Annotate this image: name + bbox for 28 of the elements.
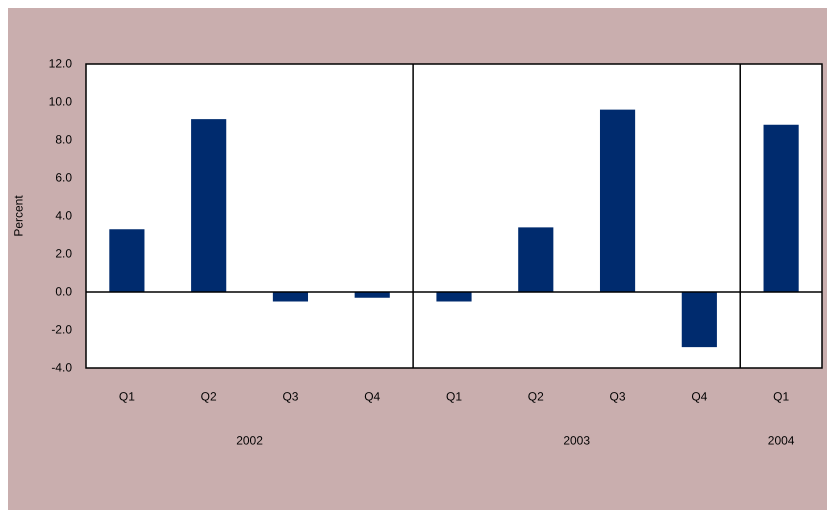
y-tick-label: 0.0 xyxy=(55,284,72,298)
x-tick-label: Q2 xyxy=(528,390,544,404)
y-tick-label: 2.0 xyxy=(55,246,72,260)
bar xyxy=(518,227,554,292)
y-tick-label: 10.0 xyxy=(48,94,72,108)
y-tick-label: 4.0 xyxy=(55,208,72,222)
bar xyxy=(109,229,144,292)
x-tick-label: Q1 xyxy=(446,390,462,404)
bar xyxy=(600,110,636,292)
bar xyxy=(764,124,799,292)
text: 2002 xyxy=(236,433,264,448)
y-tick-label: -4.0 xyxy=(51,360,72,374)
text: 2004 xyxy=(768,433,795,448)
bar xyxy=(682,292,717,348)
y-tick-label: 8.0 xyxy=(55,132,72,146)
y-tick-label: 12.0 xyxy=(48,56,72,70)
x-tick-label: Q4 xyxy=(691,390,708,404)
y-tick-label: 6.0 xyxy=(55,170,72,184)
x-tick-label: Q4 xyxy=(364,390,381,404)
text: 2003 xyxy=(563,433,590,448)
y-tick-label: -2.0 xyxy=(51,322,72,336)
y-axis-title: Percent xyxy=(12,194,26,237)
bar xyxy=(191,119,226,292)
x-tick-label: Q1 xyxy=(773,390,790,404)
x-tick-label: Q1 xyxy=(118,390,136,404)
x-tick-label: Q3 xyxy=(610,390,626,404)
x-tick-label: Q3 xyxy=(282,390,299,404)
x-tick-label: Q2 xyxy=(200,390,217,404)
